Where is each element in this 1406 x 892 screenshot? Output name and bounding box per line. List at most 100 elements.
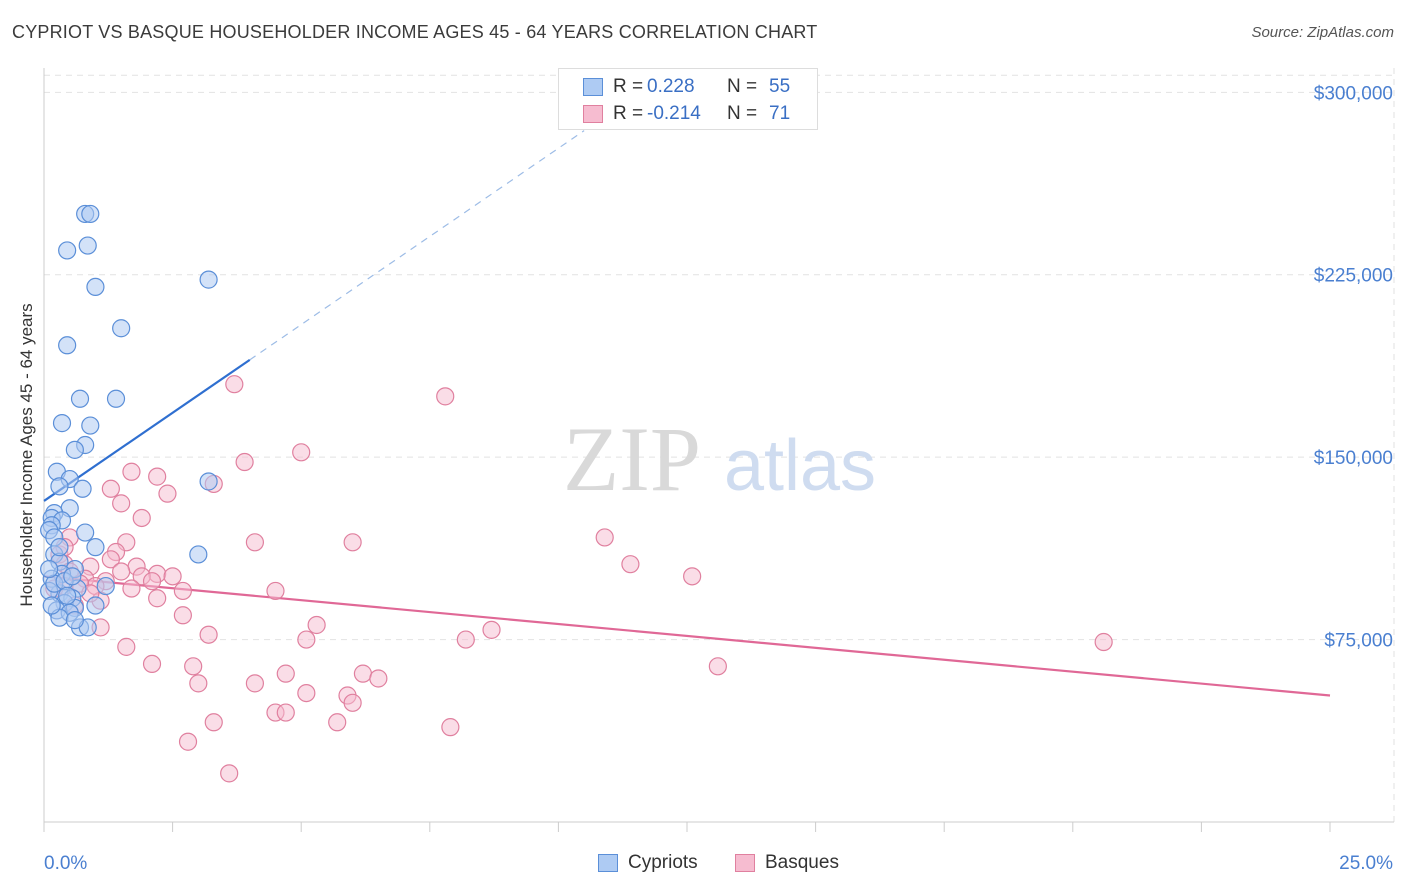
legend-r-label: R =: [613, 76, 644, 97]
cypriots-point: [106, 389, 126, 408]
cypriots-point: [50, 538, 69, 557]
cypriots-point: [76, 523, 95, 542]
basques-point: [101, 479, 120, 498]
gridlines: [44, 68, 1395, 822]
basques-point: [163, 567, 182, 586]
cypriots-point: [65, 440, 84, 459]
basques-point: [328, 713, 347, 732]
basques-point: [683, 567, 702, 586]
cypriots-point: [63, 567, 82, 586]
basques-point: [142, 654, 162, 674]
basques-point: [297, 683, 316, 703]
basques-point: [122, 579, 141, 598]
cypriots-points: [40, 204, 218, 637]
basques-point: [220, 764, 239, 783]
watermark: ZIP atlas: [563, 408, 876, 510]
y-tick-label: $150,000: [1314, 448, 1393, 469]
basques-point: [189, 674, 208, 693]
cypriots-point: [52, 414, 72, 433]
basques-point: [173, 581, 192, 601]
basques-point: [292, 443, 311, 462]
basques-point: [173, 606, 192, 625]
basques-point: [101, 550, 120, 569]
cypriots-point: [65, 611, 84, 630]
basques-point: [276, 703, 295, 722]
y-tick-label: $75,000: [1324, 631, 1393, 652]
legend-swatch-blue: [583, 78, 603, 96]
basques-point: [122, 462, 141, 481]
basques-point: [353, 664, 373, 683]
cypriots-point: [58, 586, 77, 605]
basques-point: [199, 625, 218, 644]
x-tick-label: 25.0%: [1339, 853, 1393, 874]
basques-point: [178, 732, 198, 751]
cypriots-point: [199, 472, 218, 491]
cypriots-point: [86, 538, 105, 557]
x-tick-label: 0.0%: [44, 853, 87, 874]
watermark-zip: ZIP: [563, 408, 701, 510]
cypriots-trend-extension: [249, 130, 585, 361]
basques-point: [225, 375, 244, 394]
source-label: Source: ZipAtlas.com: [1251, 24, 1394, 41]
legend-n-value: 71: [769, 103, 791, 124]
cypriots-point: [81, 204, 100, 224]
y-tick-label: $300,000: [1314, 83, 1393, 104]
basques-point: [708, 657, 727, 676]
series-swatch-blue: [598, 854, 618, 872]
basques-point: [307, 615, 326, 635]
cypriots-point: [40, 559, 59, 579]
legend-n-label: N =: [727, 103, 758, 124]
basques-point: [184, 657, 203, 676]
cypriots-point: [81, 416, 100, 435]
cypriots-point: [199, 270, 218, 289]
basques-point: [482, 620, 501, 639]
basques-point: [158, 484, 177, 503]
basques-point: [235, 452, 254, 472]
legend-row-cypriots: R = 0.228 N = 55: [583, 74, 790, 100]
basques-point: [112, 494, 131, 513]
cypriots-point: [58, 336, 77, 355]
series-swatch-pink: [735, 854, 755, 872]
tick-labels: $75,000 $150,000 $225,000 $300,000 0.0% 25.0%: [44, 83, 1393, 874]
basques-point: [595, 528, 614, 547]
basques-point: [436, 387, 455, 406]
cypriots-point: [112, 319, 131, 338]
basques-point: [245, 674, 265, 693]
basques-point: [343, 533, 362, 552]
legend-n-value: 55: [769, 76, 791, 97]
cypriots-point: [73, 479, 92, 498]
cypriots-point: [70, 389, 90, 408]
basques-point: [297, 630, 316, 649]
cypriots-point: [58, 241, 77, 260]
basques-point: [276, 664, 295, 683]
cypriots-point: [86, 596, 105, 615]
cypriots-point: [189, 545, 208, 564]
basques-point: [441, 718, 460, 737]
axes: [43, 68, 1394, 832]
series-legend-cypriots: Cypriots: [598, 852, 698, 874]
legend-swatch-pink: [583, 105, 603, 123]
basques-point: [132, 508, 151, 528]
basques-point: [112, 562, 131, 581]
basques-point: [266, 581, 285, 601]
legend-r-value: 0.228: [647, 76, 695, 97]
basques-point: [343, 693, 362, 712]
basques-point: [148, 589, 167, 608]
series-label-cypriots: Cypriots: [628, 852, 698, 873]
watermark-atlas: atlas: [724, 426, 876, 506]
legend-r-label: R =: [613, 103, 644, 124]
series-label-basques: Basques: [765, 852, 839, 873]
correlation-legend: R = 0.228 N = 55 R = -0.214 N = 71: [558, 68, 818, 130]
series-legend-basques: Basques: [735, 852, 839, 874]
cypriots-point: [78, 236, 97, 255]
basques-trend-line: [43, 575, 1331, 697]
cypriots-point: [86, 277, 105, 297]
cypriots-point: [50, 477, 69, 496]
chart-title: CYPRIOT VS BASQUE HOUSEHOLDER INCOME AGE…: [12, 22, 818, 42]
basques-point: [621, 555, 640, 574]
basques-point: [148, 467, 167, 486]
basques-point: [369, 669, 388, 688]
legend-r-value: -0.214: [647, 103, 701, 124]
legend-n-label: N =: [727, 76, 758, 97]
